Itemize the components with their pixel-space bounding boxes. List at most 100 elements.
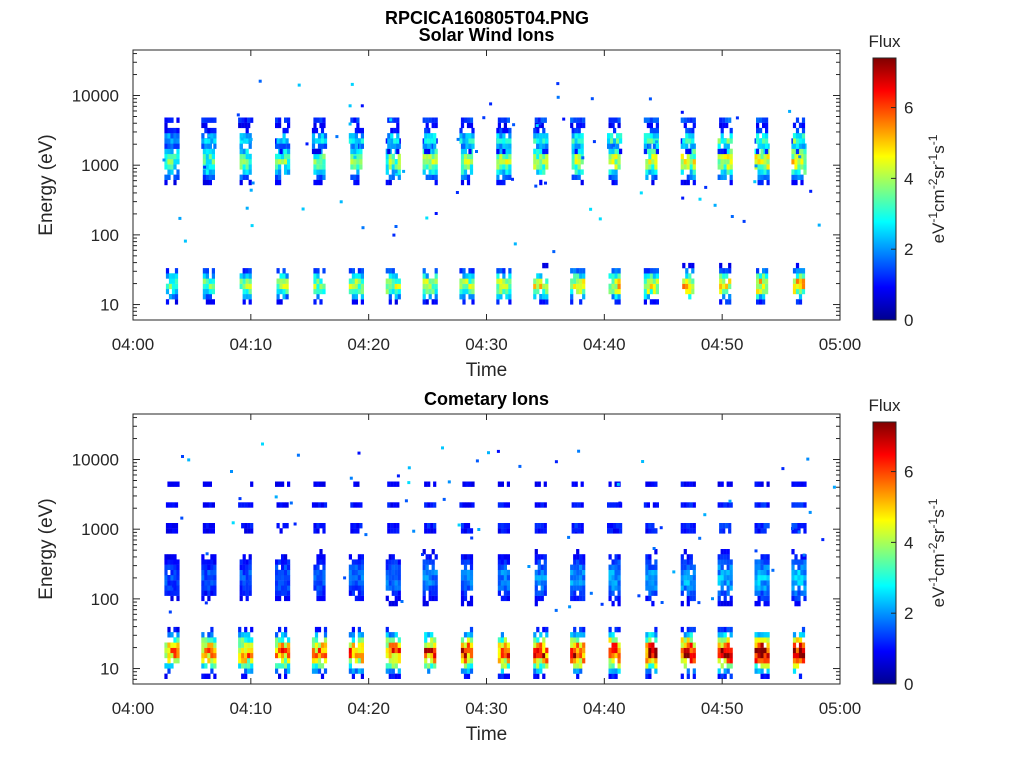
flux-cell — [396, 502, 400, 508]
flux-cell — [316, 283, 320, 290]
flux-cell — [176, 585, 180, 591]
flux-cell — [390, 143, 394, 149]
flux-cell — [354, 559, 358, 565]
flux-cell — [686, 117, 690, 123]
flux-cell — [502, 273, 506, 279]
flux-cell — [173, 164, 177, 170]
flux-cell — [201, 559, 205, 565]
colorbar-tick-label: 4 — [904, 533, 913, 552]
flux-cell — [428, 288, 432, 295]
flux-cell — [506, 673, 510, 679]
flux-cell — [422, 268, 426, 274]
flux-cell — [425, 585, 429, 591]
flux-cell — [201, 138, 205, 144]
flux-cell — [181, 455, 184, 458]
flux-cell — [539, 294, 543, 300]
flux-cell — [242, 585, 246, 591]
flux-cell — [469, 159, 474, 165]
flux-cell — [545, 658, 549, 664]
flux-cell — [204, 637, 208, 643]
flux-cell — [717, 153, 721, 160]
flux-cell — [248, 554, 252, 560]
flux-cell — [281, 580, 285, 586]
flux-cell — [576, 554, 580, 560]
flux-cell — [434, 153, 438, 160]
flux-cell — [239, 595, 243, 602]
flux-cell — [317, 642, 322, 648]
flux-cell — [319, 590, 323, 596]
flux-cell — [660, 601, 664, 604]
flux-cell — [469, 585, 474, 591]
flux-cell — [649, 278, 653, 284]
flux-cell — [600, 602, 604, 606]
flux-cell — [170, 647, 174, 654]
flux-cell — [245, 174, 249, 180]
flux-cell — [422, 288, 426, 295]
flux-cell — [174, 523, 179, 529]
flux-cell — [537, 554, 541, 560]
flux-cell — [576, 559, 580, 565]
flux-cell — [535, 124, 539, 128]
flux-cell — [396, 528, 400, 534]
flux-cell — [533, 278, 537, 284]
flux-cell — [316, 564, 320, 570]
flux-cell — [466, 569, 471, 576]
flux-cell — [424, 528, 428, 534]
flux-cell — [540, 554, 544, 560]
flux-cell — [685, 143, 689, 149]
flux-cell — [239, 153, 243, 160]
flux-cell — [608, 668, 612, 674]
flux-cell — [686, 153, 690, 160]
flux-cell — [579, 278, 583, 284]
y-tick-label: 10 — [100, 296, 119, 315]
flux-cell — [759, 143, 763, 149]
flux-cell — [468, 138, 472, 144]
flux-cell — [720, 585, 724, 591]
flux-cell — [539, 299, 543, 305]
flux-cell — [202, 523, 206, 529]
flux-cell — [611, 668, 615, 674]
flux-cell — [545, 652, 549, 659]
flux-cell — [316, 164, 320, 170]
flux-cell — [176, 595, 180, 602]
flux-cell — [723, 652, 727, 659]
flux-cell — [619, 138, 623, 144]
flux-cell — [582, 117, 586, 123]
flux-cell — [505, 159, 509, 165]
flux-cell — [425, 117, 429, 123]
flux-cell — [357, 564, 361, 570]
flux-cell — [466, 668, 471, 674]
flux-cell — [360, 569, 364, 576]
flux-cell — [247, 523, 251, 529]
flux-cell — [686, 632, 690, 638]
flux-cell — [691, 138, 695, 144]
flux-cell — [275, 632, 279, 638]
flux-cell — [387, 138, 391, 144]
flux-cell — [407, 481, 411, 485]
flux-cell — [165, 523, 170, 529]
flux-cell — [250, 637, 254, 643]
flux-cell — [171, 288, 176, 295]
flux-cell — [506, 652, 510, 659]
flux-cell — [496, 138, 500, 144]
flux-cell — [397, 278, 401, 284]
flux-cell — [391, 632, 395, 638]
flux-cell — [469, 117, 474, 123]
flux-cell — [322, 481, 326, 487]
flux-cell — [692, 122, 696, 129]
flux-cell — [422, 549, 426, 555]
flux-cell — [688, 148, 692, 155]
x-tick-label: 04:10 — [230, 335, 273, 354]
flux-cell — [287, 159, 291, 165]
flux-cell — [353, 174, 357, 180]
flux-cell — [245, 590, 249, 596]
flux-cell — [285, 127, 289, 134]
flux-cell — [394, 663, 398, 669]
flux-cell — [460, 164, 465, 170]
flux-cell — [654, 169, 658, 175]
flux-cell — [167, 652, 171, 659]
flux-cell — [574, 138, 578, 144]
flux-cell — [754, 600, 758, 607]
flux-cell — [462, 273, 466, 279]
flux-cell — [686, 652, 690, 659]
